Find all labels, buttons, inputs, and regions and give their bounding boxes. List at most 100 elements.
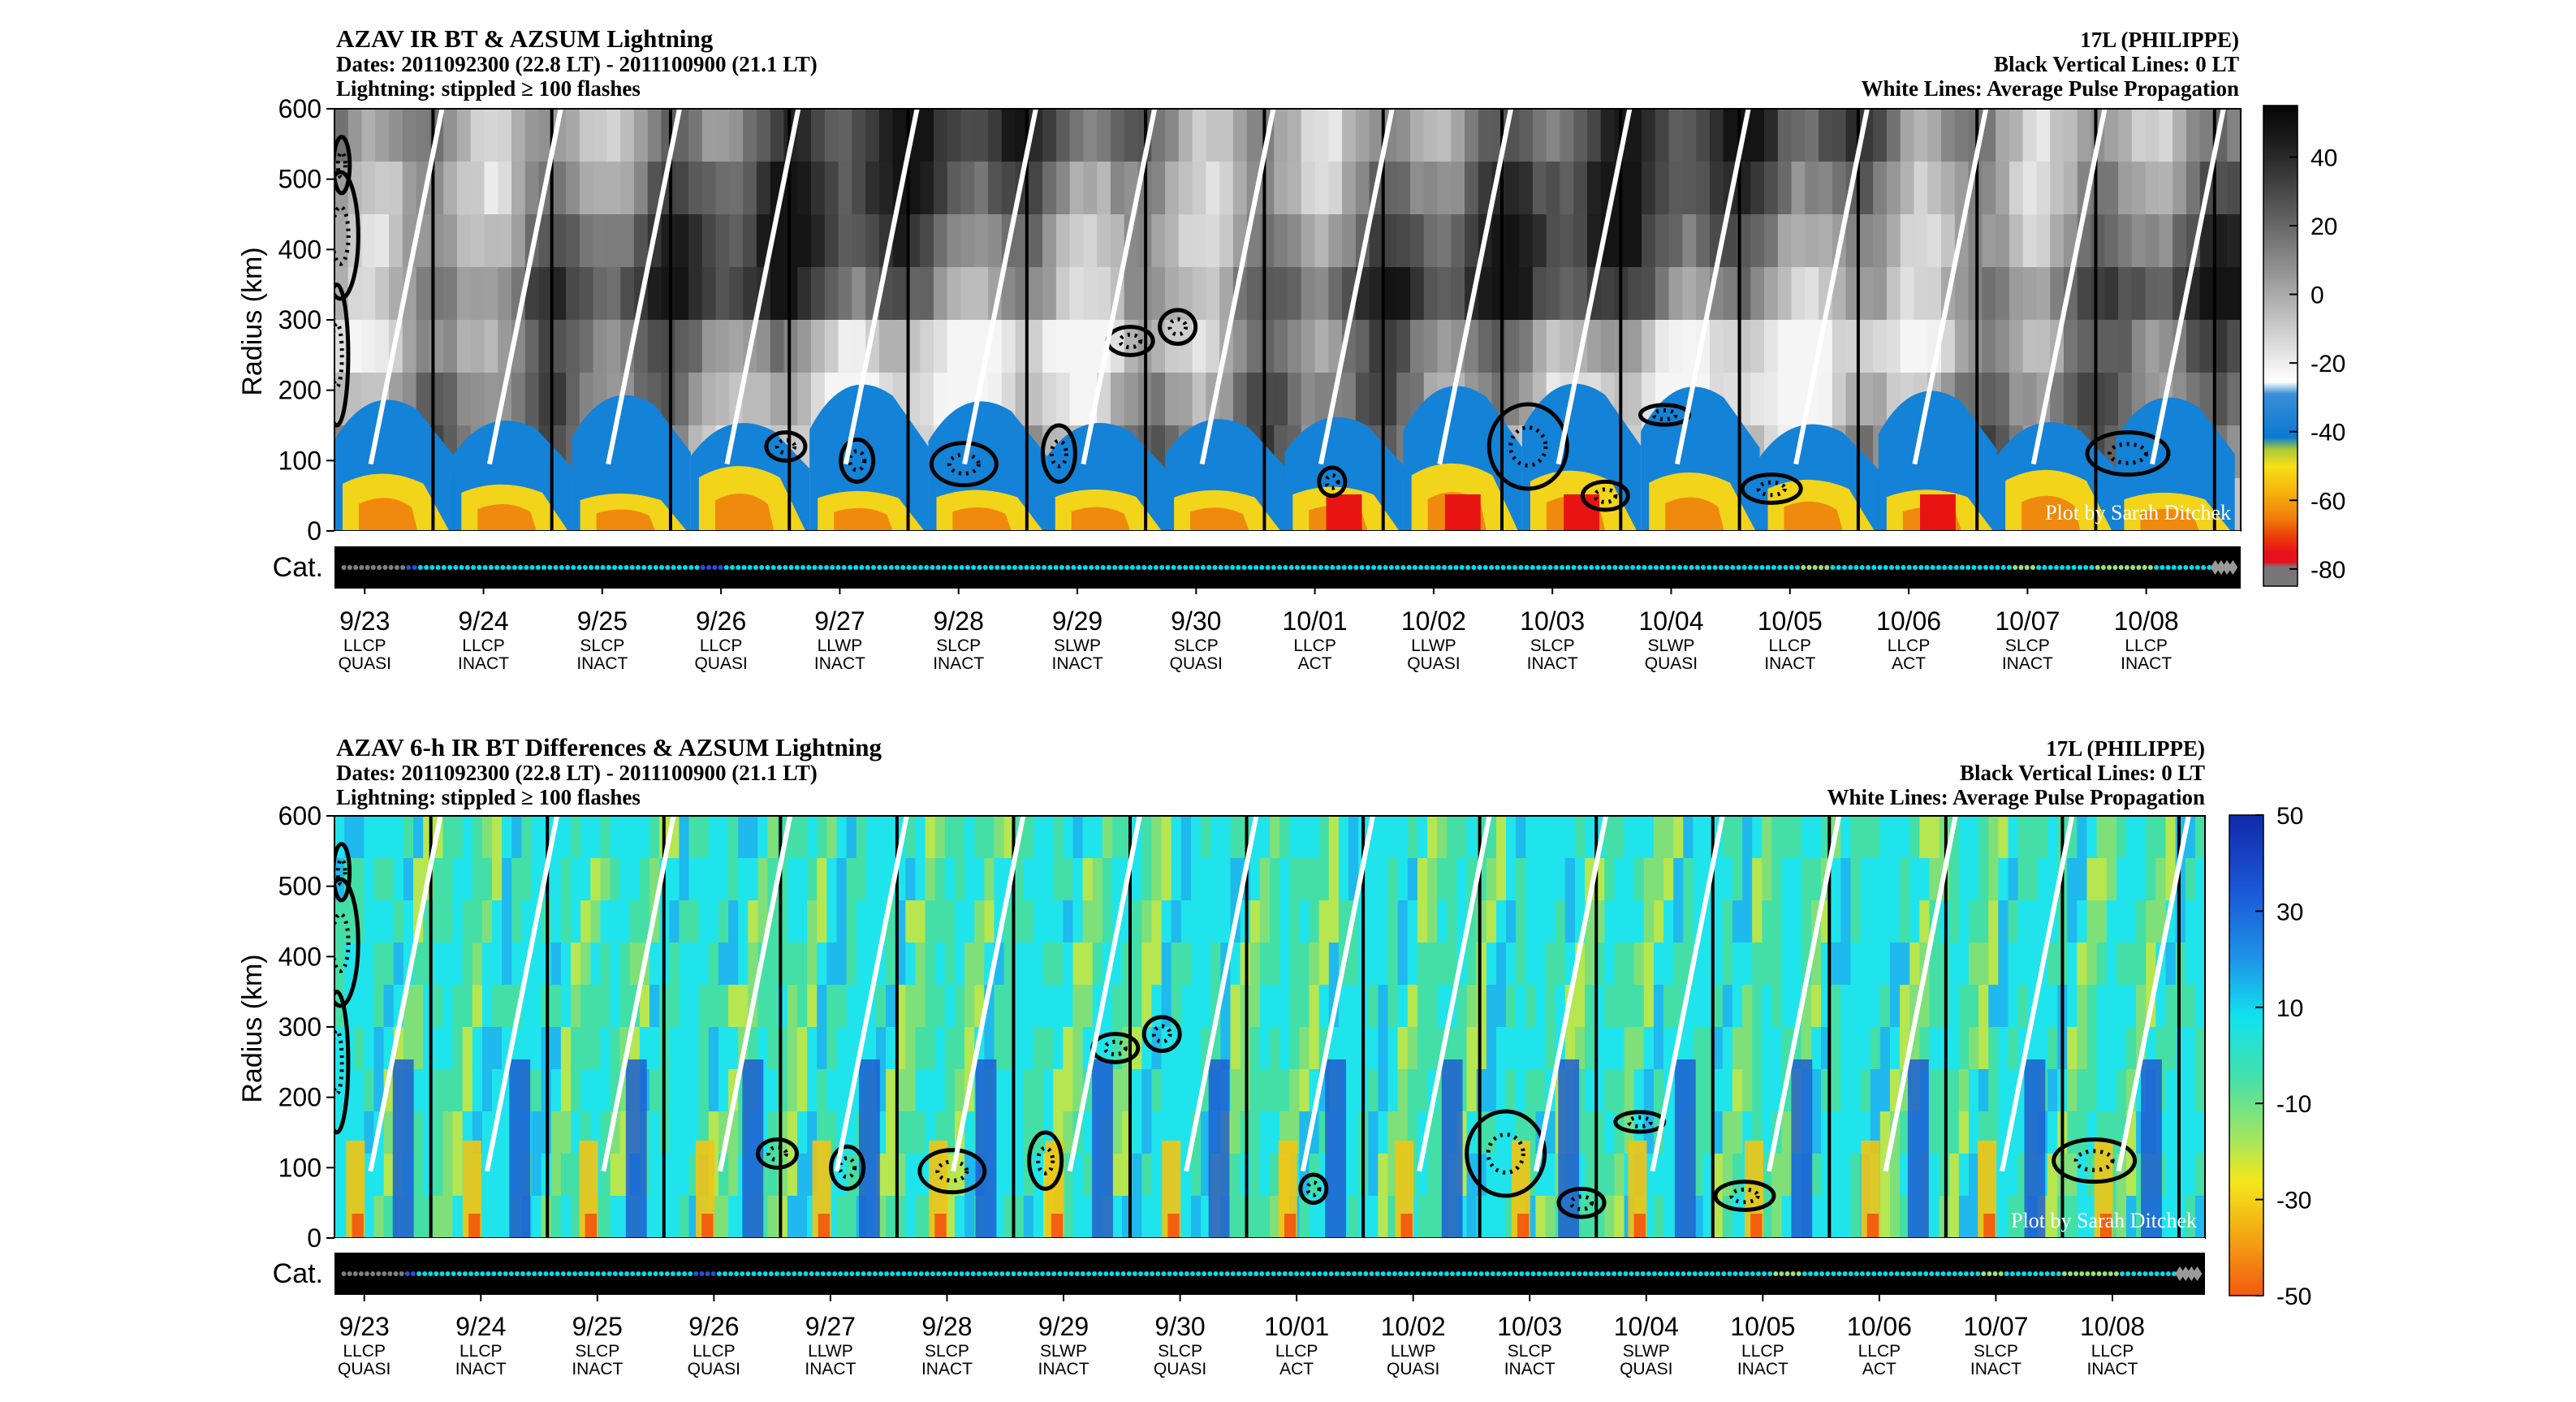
diff-cell — [954, 1196, 966, 1238]
diff-cell — [1545, 816, 1556, 859]
shear-label: LLCP — [343, 1342, 386, 1361]
cat-marker — [930, 564, 935, 571]
cat-marker — [2085, 1271, 2091, 1276]
cat-marker — [1395, 564, 1400, 571]
diff-cell — [1604, 985, 1616, 1028]
cat-marker — [503, 1271, 508, 1276]
diff-cell — [817, 858, 828, 901]
diff-cell — [2096, 943, 2108, 986]
bt-cell — [2036, 320, 2052, 373]
cat-marker — [1698, 1271, 1703, 1276]
cat-marker — [376, 1271, 382, 1276]
diff-cell — [373, 985, 385, 1028]
bt-cell — [484, 162, 499, 215]
diff-cell — [531, 1069, 542, 1112]
diff-cell — [1506, 1027, 1517, 1070]
bt-cell — [1383, 267, 1398, 321]
bt-cell — [688, 267, 703, 321]
diff-cell — [492, 858, 503, 901]
cat-marker — [435, 564, 441, 571]
diff-cell — [1368, 1069, 1379, 1112]
cat-marker — [722, 1271, 727, 1276]
cat-marker — [994, 1271, 999, 1276]
diff-cell — [836, 816, 848, 859]
diff-cell — [1201, 900, 1212, 943]
cat-marker — [1065, 564, 1071, 571]
diff-cell — [1998, 1027, 2009, 1070]
cat-marker — [2124, 564, 2129, 571]
diff-cell — [1831, 900, 1842, 943]
bt-cell — [2104, 320, 2120, 373]
diff-cell — [1643, 985, 1655, 1028]
diff-cell — [2165, 816, 2177, 859]
diff-cell — [1171, 985, 1182, 1028]
cat-marker — [1334, 1271, 1340, 1276]
diff-cell — [1427, 1196, 1439, 1238]
diff-cell — [1663, 900, 1675, 943]
cat-marker — [2024, 564, 2030, 571]
diff-cell — [1732, 985, 1744, 1028]
cat-marker — [2142, 1271, 2148, 1276]
bt-cell — [498, 109, 513, 162]
diff-cell — [600, 900, 611, 943]
cat-marker — [1765, 564, 1771, 571]
diff-cell — [1555, 985, 1566, 1028]
diff-cell — [1132, 858, 1143, 901]
state-label: ACT — [1298, 654, 1332, 673]
diff-cell — [1201, 858, 1212, 901]
cat-marker — [641, 564, 647, 571]
diff-cell — [984, 816, 995, 859]
colorbar-tick-label: -50 — [2276, 1283, 2311, 1310]
diff-cell — [1378, 816, 1389, 859]
diff-cell — [1289, 858, 1301, 901]
state-label: QUASI — [1154, 1360, 1206, 1378]
bt-cell — [2131, 267, 2147, 321]
diff-cell — [1535, 1196, 1547, 1238]
diff-cell — [1879, 900, 1891, 943]
diff-cell — [1535, 900, 1547, 943]
cat-marker — [1784, 1271, 1790, 1276]
bt-cell — [1873, 162, 1888, 215]
diff-cooling — [509, 1059, 531, 1238]
bt-cell — [1927, 109, 1943, 162]
diff-cell — [1663, 985, 1675, 1028]
diff-cell — [2194, 900, 2205, 943]
cat-marker — [1836, 1271, 1842, 1276]
cat-marker — [809, 1271, 814, 1276]
diff-cell — [2106, 1069, 2117, 1112]
diff-cell — [1889, 1196, 1901, 1238]
diff-cell — [718, 858, 730, 901]
bt-cell — [2227, 267, 2241, 321]
cat-marker — [554, 1271, 560, 1276]
diff-cell — [1732, 1027, 1744, 1070]
diff-cell — [1151, 1069, 1163, 1112]
bt-cell — [1451, 267, 1466, 321]
bt-cell — [1873, 373, 1888, 426]
diff-cell — [1614, 943, 1625, 986]
cat-marker — [783, 564, 788, 571]
diff-cell — [1111, 858, 1124, 901]
diff-cell — [984, 1027, 995, 1070]
cat-marker — [682, 1271, 688, 1276]
date-label: 9/24 — [455, 1312, 506, 1341]
diff-cell — [1210, 858, 1222, 901]
cat-marker — [1253, 1271, 1259, 1276]
cat-marker — [1380, 1271, 1386, 1276]
bt-cell — [1532, 214, 1547, 268]
diff-cell — [433, 1111, 444, 1154]
colorbar-tick-label: 50 — [2276, 803, 2303, 830]
panel1-gap — [334, 531, 2241, 546]
cat-marker — [594, 564, 600, 571]
cat-marker — [890, 1271, 895, 1276]
diff-cell — [1998, 1154, 2009, 1197]
cat-marker — [877, 564, 882, 571]
cat-marker — [924, 564, 930, 571]
bt-cell — [1491, 320, 1507, 373]
diff-cell — [1712, 943, 1724, 986]
cat-marker — [1092, 1271, 1098, 1276]
diff-cell — [1043, 900, 1055, 943]
diff-cell — [619, 816, 631, 859]
diff-cell — [1397, 1069, 1409, 1112]
diff-cell — [1860, 816, 1871, 859]
bt-cell — [811, 109, 826, 162]
